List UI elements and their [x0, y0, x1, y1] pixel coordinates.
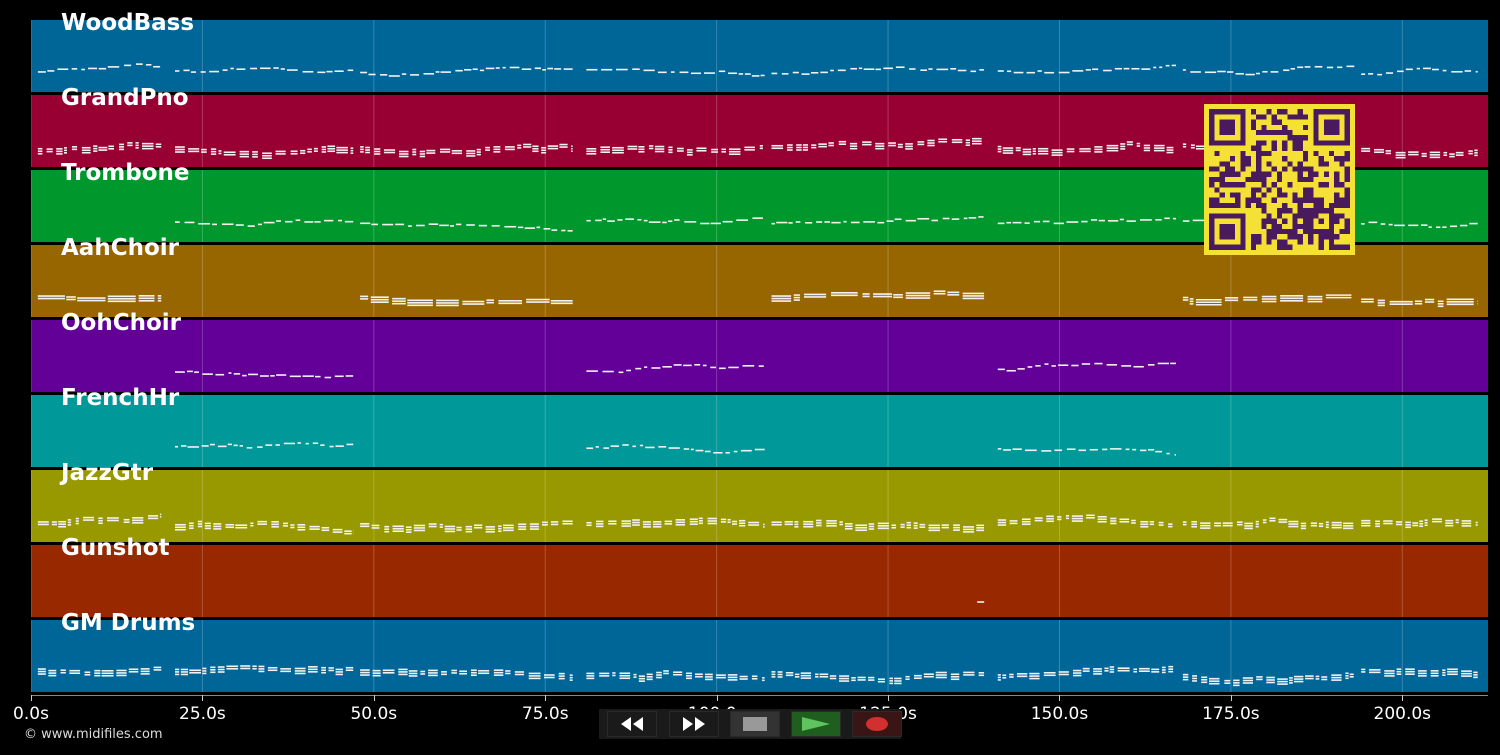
time-tick-label: 150.0s — [1030, 704, 1089, 724]
track-notes — [31, 245, 1478, 317]
stop-icon — [743, 717, 767, 731]
track-lane-aahchoir[interactable] — [31, 245, 1488, 317]
qr-code-icon[interactable] — [1204, 104, 1355, 255]
transport-controls — [599, 709, 902, 739]
track-notes — [31, 545, 1403, 617]
record-icon — [866, 717, 888, 731]
track-lane-gunshot[interactable] — [31, 545, 1488, 617]
time-tick — [1402, 695, 1404, 701]
track-notes — [31, 470, 1478, 542]
track-lane-woodbass[interactable] — [31, 20, 1488, 92]
rewind-button[interactable] — [607, 711, 657, 737]
time-tick-label: 175.0s — [1202, 704, 1260, 724]
track-lane-jazzgtr[interactable] — [31, 470, 1488, 542]
track-lane-gm-drums[interactable] — [31, 620, 1488, 692]
track-notes — [31, 620, 1478, 692]
time-tick-label: 0.0s — [13, 704, 49, 724]
play-icon — [802, 717, 830, 731]
time-tick — [1230, 695, 1232, 701]
time-tick-label: 50.0s — [350, 704, 398, 724]
time-tick-label: 25.0s — [179, 704, 226, 724]
time-tick-label: 200.0s — [1373, 704, 1432, 724]
time-tick — [545, 695, 547, 701]
track-notes — [31, 320, 1403, 392]
track-notes — [31, 395, 1403, 467]
track-lane-oohchoir[interactable] — [31, 320, 1488, 392]
fast-forward-button[interactable] — [669, 711, 719, 737]
copyright-text: © www.midifiles.com — [24, 727, 163, 742]
time-axis — [31, 695, 1488, 696]
track-lane-frenchhr[interactable] — [31, 395, 1488, 467]
track-notes — [31, 20, 1478, 92]
play-button[interactable] — [791, 711, 841, 737]
stop-button[interactable] — [730, 711, 780, 737]
time-tick — [1059, 695, 1061, 701]
record-button[interactable] — [852, 711, 902, 737]
rewind-icon — [621, 717, 643, 731]
time-tick — [373, 695, 375, 701]
time-tick — [202, 695, 204, 701]
time-tick — [31, 695, 32, 701]
fast-forward-icon — [683, 717, 705, 731]
time-tick — [716, 695, 718, 701]
time-tick — [888, 695, 890, 701]
time-tick-label: 75.0s — [521, 704, 569, 724]
